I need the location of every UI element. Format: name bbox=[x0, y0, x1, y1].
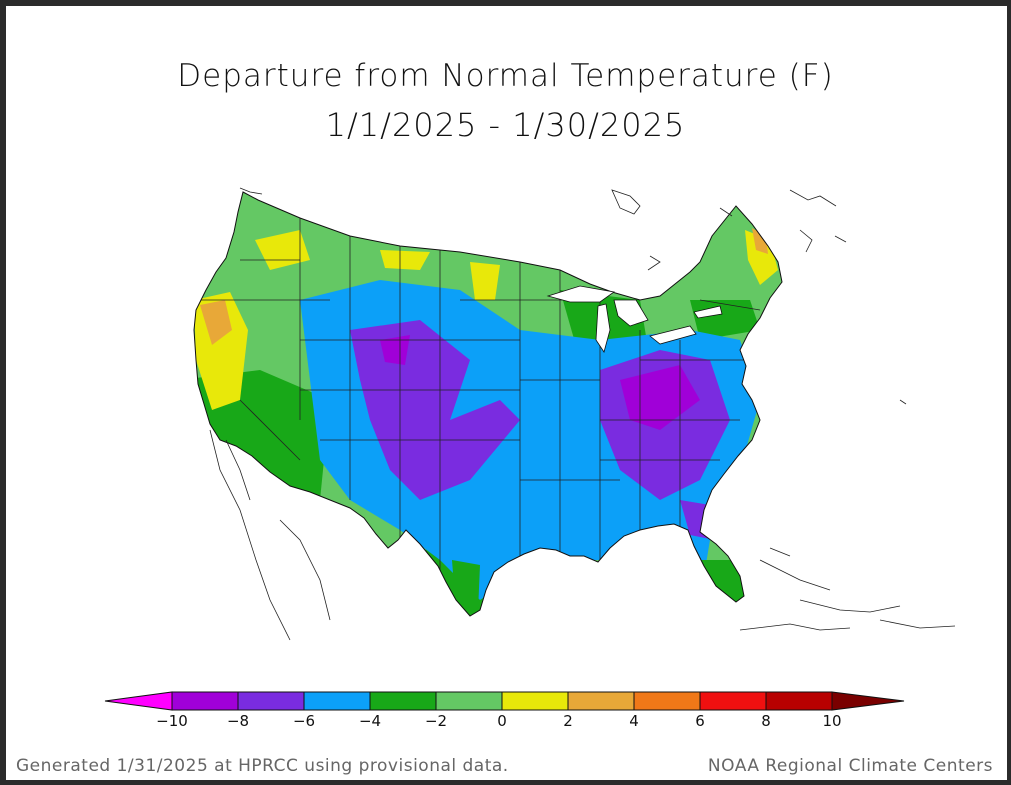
legend-tick-label: 10 bbox=[822, 712, 842, 730]
legend-arrow-high bbox=[831, 691, 905, 711]
source-credit: NOAA Regional Climate Centers bbox=[707, 756, 993, 776]
great-lakes bbox=[546, 285, 723, 353]
legend-tick-label: −8 bbox=[226, 712, 250, 730]
legend-tick-label: 4 bbox=[629, 712, 639, 730]
map-title: Departure from Normal Temperature (F) bbox=[177, 58, 834, 94]
legend-swatch-8-10 bbox=[765, 691, 833, 711]
generated-note: Generated 1/31/2025 at HPRCC using provi… bbox=[16, 756, 509, 776]
legend-swatch-6-8 bbox=[699, 691, 767, 711]
legend-swatch-4-6 bbox=[633, 691, 701, 711]
legend-arrow-low bbox=[104, 691, 173, 711]
map-date-range: 1/1/2025 - 1/30/2025 bbox=[325, 106, 686, 144]
legend-swatch-m8-m6 bbox=[237, 691, 305, 711]
legend-tick-label: 2 bbox=[563, 712, 573, 730]
legend-tick-label: 6 bbox=[695, 712, 705, 730]
legend-swatch-2-4 bbox=[567, 691, 635, 711]
legend-swatch-m4-m2 bbox=[369, 691, 437, 711]
legend-tick-label: 0 bbox=[497, 712, 507, 730]
legend-swatch-m6-m4 bbox=[303, 691, 371, 711]
legend-tick-label: −2 bbox=[424, 712, 448, 730]
neighboring-coastlines bbox=[209, 187, 956, 641]
legend-tick-label: −6 bbox=[292, 712, 316, 730]
color-legend bbox=[104, 691, 905, 711]
legend-tick-label: −4 bbox=[358, 712, 382, 730]
legend-swatch-m10-m8 bbox=[171, 691, 239, 711]
legend-tick-label: −10 bbox=[156, 712, 188, 730]
legend-swatch-0-2 bbox=[501, 691, 569, 711]
legend-swatch-m2-0 bbox=[435, 691, 503, 711]
legend-tick-label: 8 bbox=[761, 712, 771, 730]
